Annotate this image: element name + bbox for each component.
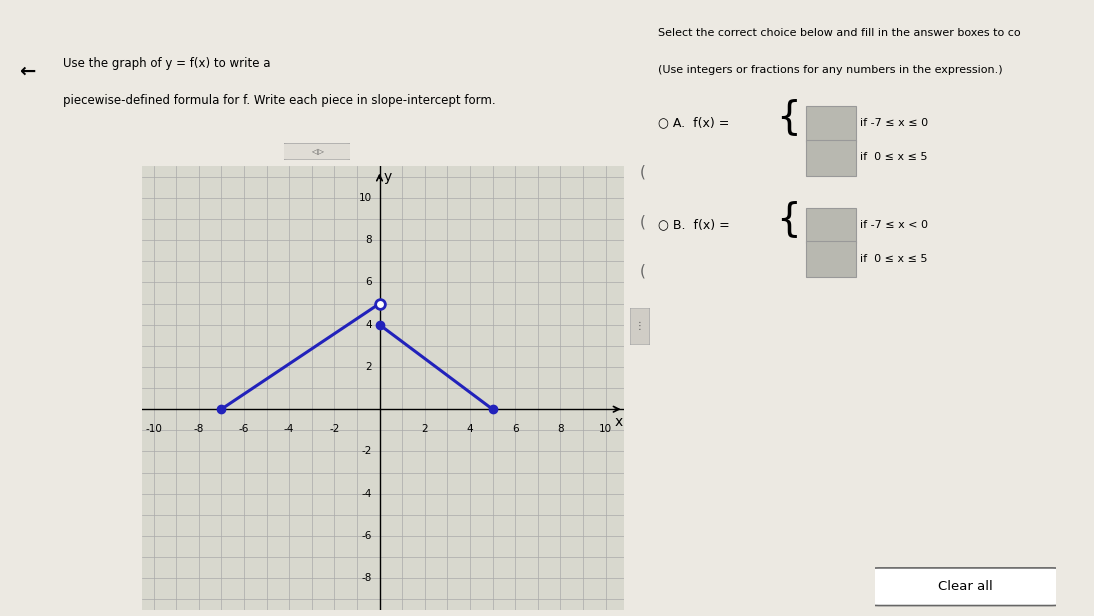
Text: Clear all: Clear all	[938, 580, 993, 593]
Text: 10: 10	[598, 424, 612, 434]
Text: if -7 ≤ x ≤ 0: if -7 ≤ x ≤ 0	[860, 118, 929, 128]
Text: -8: -8	[194, 424, 203, 434]
Text: (: (	[640, 264, 645, 278]
Text: 6: 6	[512, 424, 519, 434]
Text: -2: -2	[329, 424, 339, 434]
Text: 2: 2	[421, 424, 428, 434]
Text: y: y	[383, 170, 392, 184]
Text: 6: 6	[365, 277, 372, 288]
FancyBboxPatch shape	[630, 308, 650, 345]
Text: 4: 4	[365, 320, 372, 330]
Text: ○ A.  f(x) =: ○ A. f(x) =	[659, 116, 730, 130]
Text: 2: 2	[365, 362, 372, 372]
Text: if  0 ≤ x ≤ 5: if 0 ≤ x ≤ 5	[860, 152, 928, 162]
FancyBboxPatch shape	[805, 208, 856, 243]
Text: ○ B.  f(x) =: ○ B. f(x) =	[659, 218, 730, 232]
Text: ◁▷: ◁▷	[311, 147, 324, 156]
Text: (: (	[640, 214, 645, 229]
Text: if  0 ≤ x ≤ 5: if 0 ≤ x ≤ 5	[860, 254, 928, 264]
Text: {: {	[777, 200, 801, 238]
Text: 4: 4	[467, 424, 474, 434]
Text: 8: 8	[557, 424, 563, 434]
Text: -6: -6	[238, 424, 249, 434]
Text: -4: -4	[284, 424, 294, 434]
FancyBboxPatch shape	[281, 143, 353, 160]
Text: if -7 ≤ x < 0: if -7 ≤ x < 0	[860, 220, 928, 230]
Text: Use the graph of y = f(x) to write a: Use the graph of y = f(x) to write a	[63, 57, 271, 70]
Text: -10: -10	[146, 424, 162, 434]
Text: -8: -8	[361, 573, 372, 583]
Text: x: x	[615, 415, 624, 429]
Text: 10: 10	[359, 193, 372, 203]
Text: ⋮: ⋮	[636, 322, 644, 331]
Text: (: (	[640, 165, 645, 180]
FancyBboxPatch shape	[805, 106, 856, 142]
Text: piecewise-defined formula for f. Write each piece in slope-intercept form.: piecewise-defined formula for f. Write e…	[63, 94, 496, 107]
Text: Select the correct choice below and fill in the answer boxes to co: Select the correct choice below and fill…	[659, 28, 1021, 38]
Text: {: {	[777, 98, 801, 136]
Text: ←: ←	[19, 62, 35, 80]
Text: -4: -4	[361, 488, 372, 499]
FancyBboxPatch shape	[805, 241, 856, 277]
Text: (Use integers or fractions for any numbers in the expression.): (Use integers or fractions for any numbe…	[659, 65, 1003, 75]
Text: -2: -2	[361, 447, 372, 456]
Text: -6: -6	[361, 531, 372, 541]
FancyBboxPatch shape	[870, 568, 1061, 606]
Text: 8: 8	[365, 235, 372, 245]
FancyBboxPatch shape	[805, 140, 856, 176]
